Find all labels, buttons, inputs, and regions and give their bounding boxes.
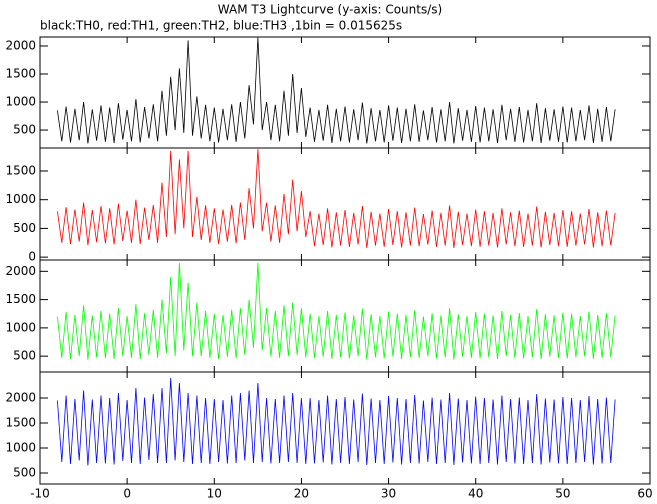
x-tick-label: 20 bbox=[294, 487, 309, 501]
x-tick-label: 30 bbox=[381, 487, 396, 501]
x-tick-label: 0 bbox=[123, 487, 131, 501]
lightcurve bbox=[57, 377, 616, 466]
chart-title: WAM T3 Lightcurve (y-axis: Counts/s) bbox=[218, 3, 442, 17]
chart-subtitle: black:TH0, red:TH1, green:TH2, blue:TH3 … bbox=[40, 19, 402, 33]
y-tick-label: 1500 bbox=[5, 67, 36, 81]
y-tick-label: 500 bbox=[13, 123, 36, 137]
y-tick-label: 2000 bbox=[5, 391, 36, 405]
y-tick-label: 500 bbox=[13, 466, 36, 480]
y-tick-label: 500 bbox=[13, 221, 36, 235]
y-tick-label: 1500 bbox=[5, 163, 36, 177]
y-tick-label: 500 bbox=[13, 349, 36, 363]
x-tick-label: 10 bbox=[207, 487, 222, 501]
y-tick-label: 2000 bbox=[5, 38, 36, 52]
x-tick-label: 50 bbox=[555, 487, 570, 501]
x-tick-label: 60 bbox=[637, 487, 652, 501]
lightcurve bbox=[57, 37, 616, 144]
panel-frame bbox=[39, 371, 651, 485]
y-tick-label: 1500 bbox=[5, 292, 36, 306]
y-tick-label: 2000 bbox=[5, 264, 36, 278]
y-tick-label: 1000 bbox=[5, 192, 36, 206]
y-tick-label: 1000 bbox=[5, 320, 36, 334]
lightcurve bbox=[57, 149, 616, 248]
x-tick-label: -10 bbox=[30, 487, 50, 501]
y-tick-label: 1000 bbox=[5, 95, 36, 109]
y-tick-label: 1000 bbox=[5, 441, 36, 455]
lightcurve bbox=[57, 262, 616, 360]
y-tick-label: 1500 bbox=[5, 416, 36, 430]
panel-frame bbox=[39, 36, 651, 149]
x-tick-label: 40 bbox=[468, 487, 483, 501]
y-tick-label: 0 bbox=[28, 250, 36, 264]
